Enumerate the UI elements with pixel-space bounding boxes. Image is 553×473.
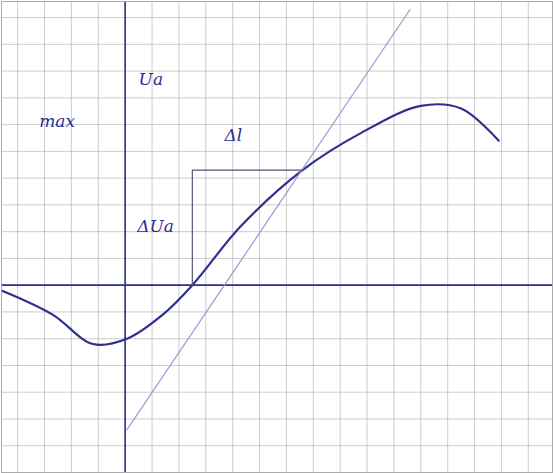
svg-text:Ua: Ua [139,69,163,89]
svg-text:ΔUa: ΔUa [136,216,174,236]
svg-text:Δl: Δl [224,125,243,145]
svg-text:max: max [39,111,75,131]
